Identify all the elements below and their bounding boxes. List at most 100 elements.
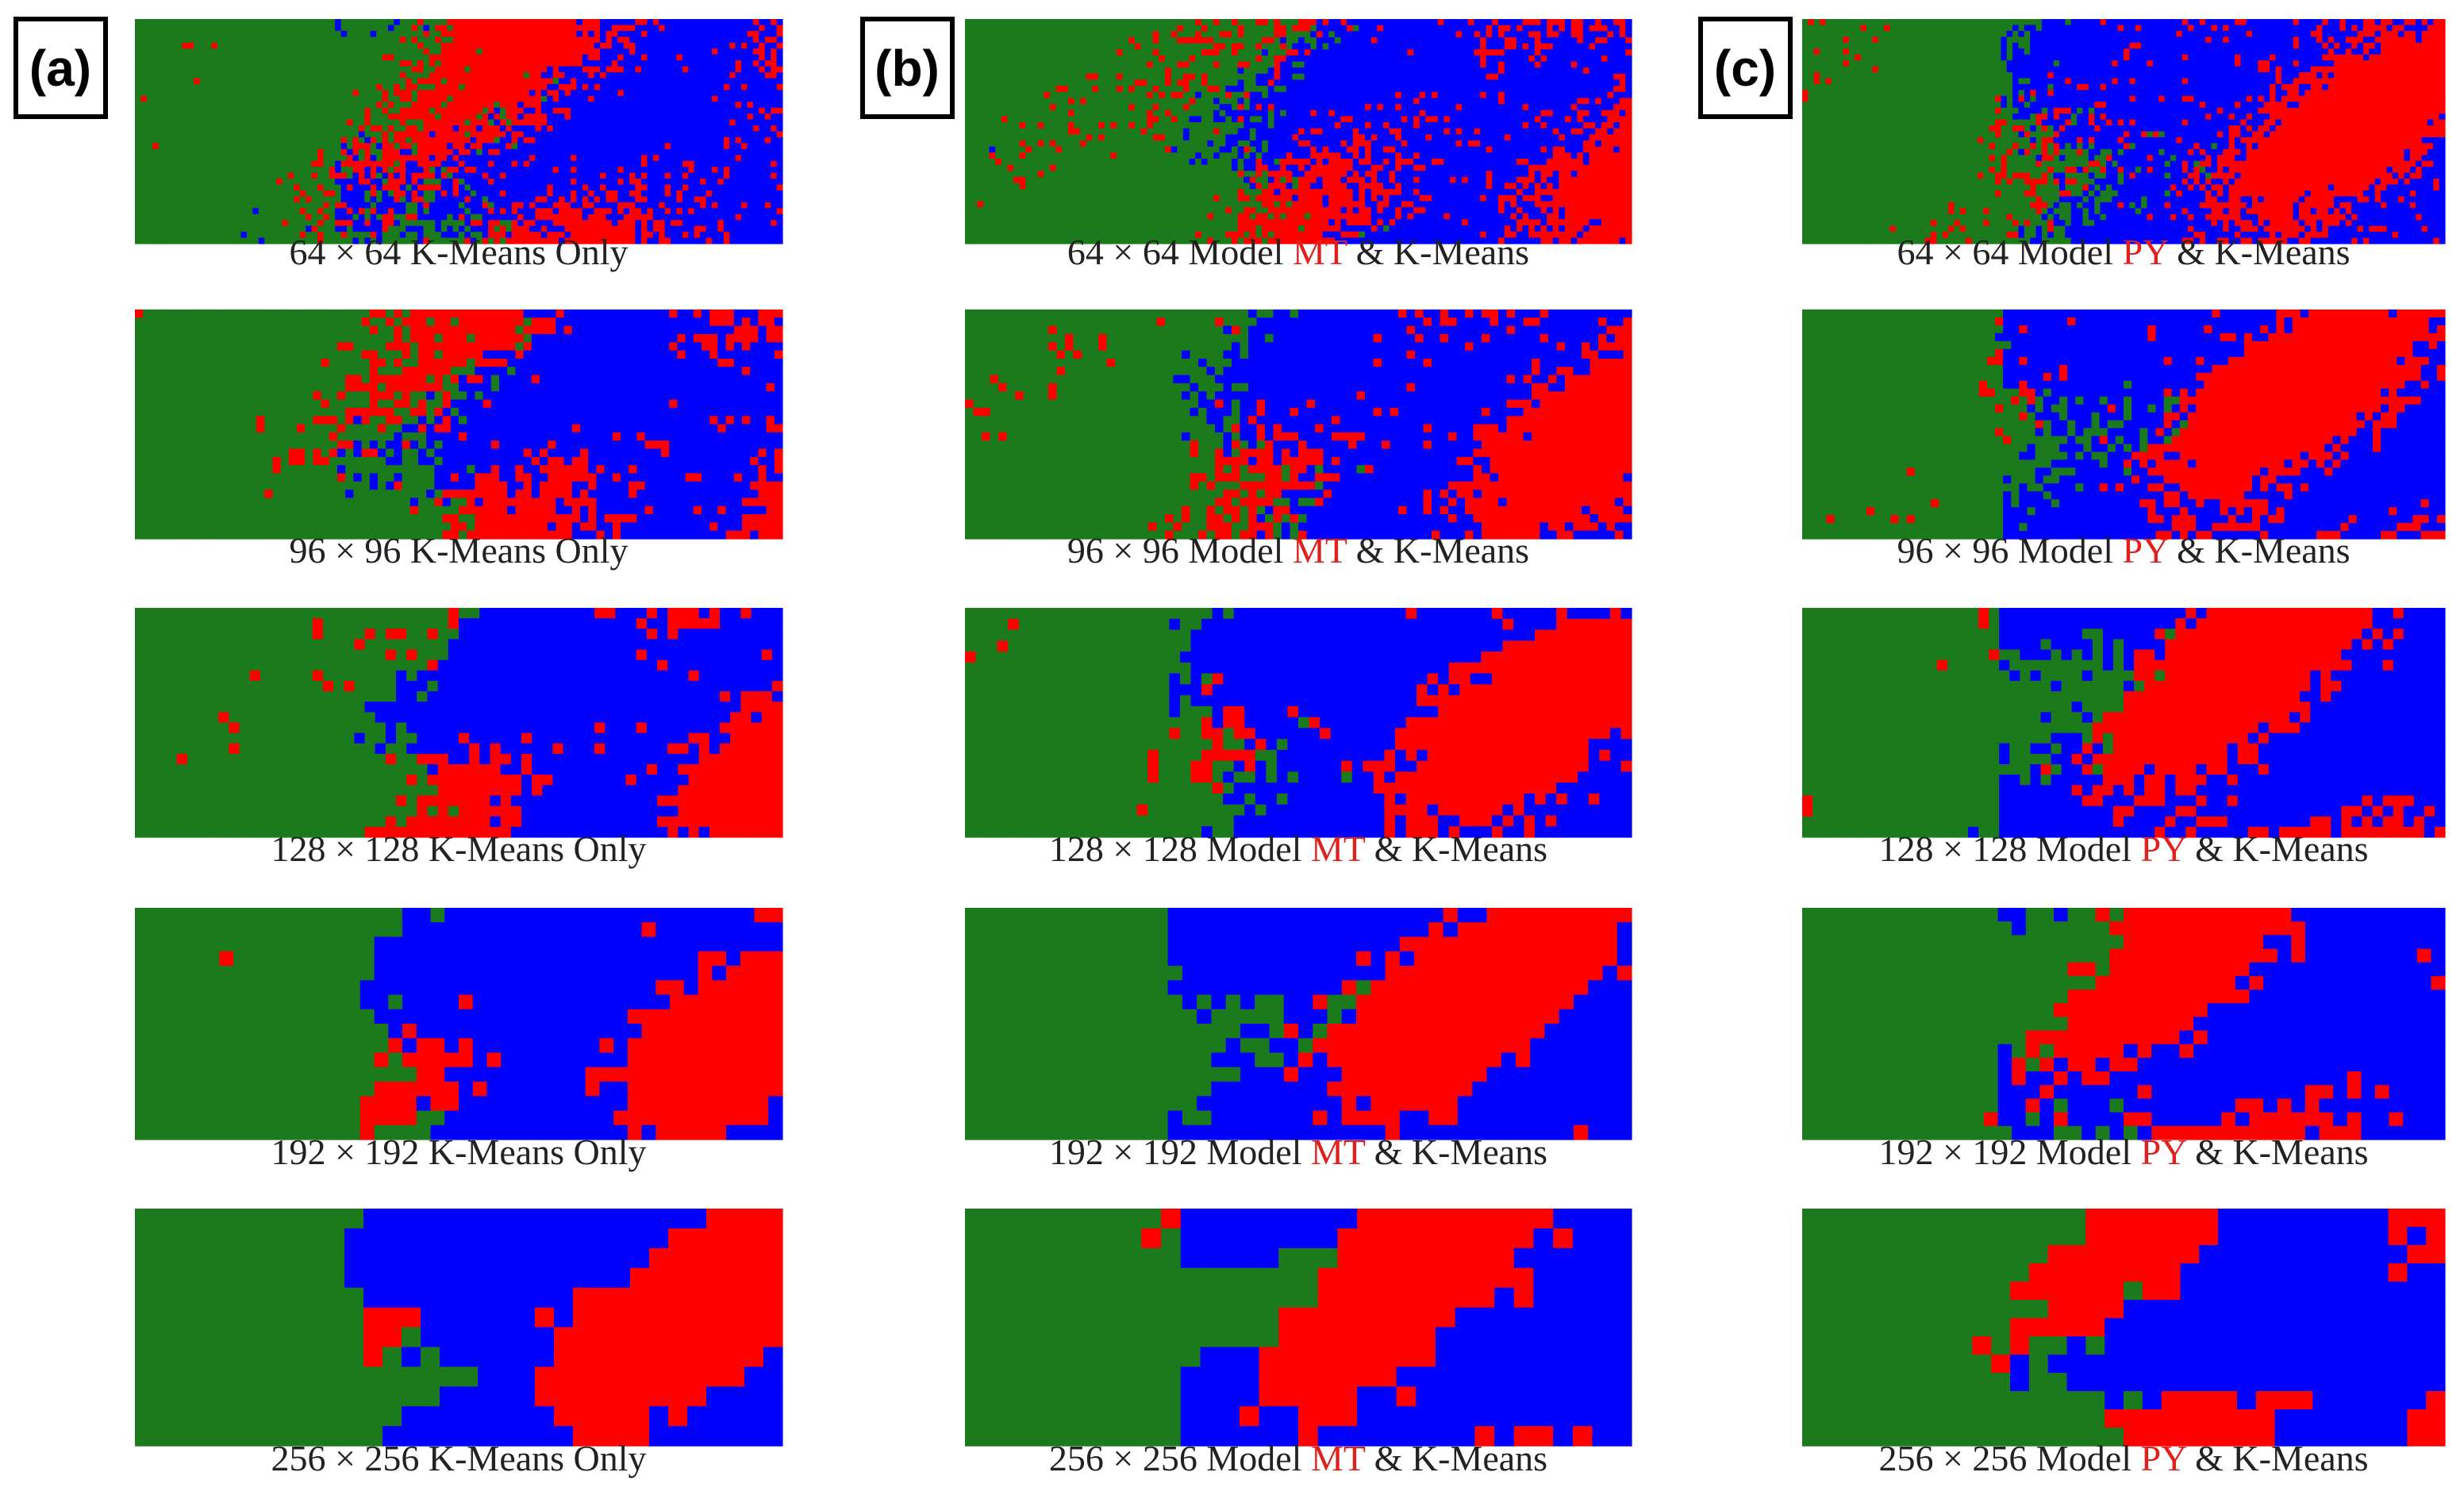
map-cell [605,213,613,221]
map-cell [240,131,248,138]
map-cell [440,48,448,56]
map-cell [711,125,718,133]
map-cell [364,220,371,227]
map-cell [311,148,318,156]
map-cell [182,48,189,56]
map-cell [605,184,613,191]
map-cell [709,317,718,327]
map-cell [435,143,442,150]
map-cell [246,202,253,209]
map-cell [515,367,525,376]
map-cell [223,102,230,109]
map-cell [429,225,436,233]
map-cell [628,358,637,367]
map-cell [499,220,506,227]
map-cell [735,143,742,150]
map-cell [594,208,601,215]
map-cell [429,102,436,109]
map-cell [194,37,201,44]
map-cell [688,179,695,186]
map-cell [294,148,301,156]
map-cell [340,160,348,167]
map-cell [229,102,236,109]
map-cell [317,66,324,73]
map-cell [664,225,671,233]
map-cell [235,136,242,144]
map-cell [729,19,736,26]
map-cell [636,309,646,318]
map-cell [340,179,348,186]
map-cell [411,196,418,203]
map-cell [570,19,577,26]
map-cell [229,54,236,61]
map-cell [370,37,377,44]
map-cell [409,325,419,335]
map-cell [476,155,483,162]
map-cell [505,155,513,162]
map-cell [535,90,542,97]
map-cell [741,237,748,244]
map-cell [570,90,577,97]
map-cell [570,54,577,61]
map-cell [467,375,475,384]
map-cell [440,160,448,167]
map-cell [517,190,525,198]
map-cell [217,202,224,209]
map-cell [688,113,695,121]
map-cell [723,66,730,73]
map-cell [535,190,542,198]
map-cell [735,202,742,209]
map-cell [394,325,403,335]
map-cell [652,72,659,79]
map-cell [429,25,436,32]
map-cell [723,107,730,114]
map-cell [644,382,654,392]
map-cell [361,358,371,367]
map-cell [594,184,601,191]
map-cell [752,131,759,138]
map-cell [376,54,383,61]
map-cell [299,208,306,215]
map-cell [191,375,201,384]
map-cell [417,72,425,79]
map-cell [340,184,348,191]
map-cell [423,78,430,85]
map-cell [629,213,636,221]
map-cell [499,107,506,114]
map-cell [329,179,336,186]
map-cell [735,119,742,126]
map-cell [640,202,648,209]
map-cell [394,350,403,359]
map-cell [576,155,583,162]
map-cell [175,25,183,32]
map-cell [605,208,613,215]
map-cell [411,95,418,102]
map-cell [194,232,201,239]
map-cell [559,220,566,227]
map-cell [223,78,230,85]
map-cell [175,342,184,352]
map-cell [287,90,294,97]
map-cell [729,54,736,61]
map-cell [652,309,662,318]
map-cell [499,342,508,352]
map-cell [776,143,783,150]
map-cell [194,102,201,109]
map-cell [617,72,625,79]
map-cell [629,190,636,198]
map-cell [282,25,289,32]
map-cell [135,125,142,133]
map-cell [723,19,730,26]
map-cell [256,382,265,392]
map-cell [676,83,683,90]
map-cell [552,119,559,126]
map-cell [747,232,754,239]
map-cell [272,375,282,384]
map-cell [552,196,559,203]
map-cell [152,136,160,144]
map-cell [511,113,518,121]
map-cell [604,367,613,376]
map-cell [270,172,277,179]
map-cell [555,358,565,367]
map-cell [711,119,718,126]
